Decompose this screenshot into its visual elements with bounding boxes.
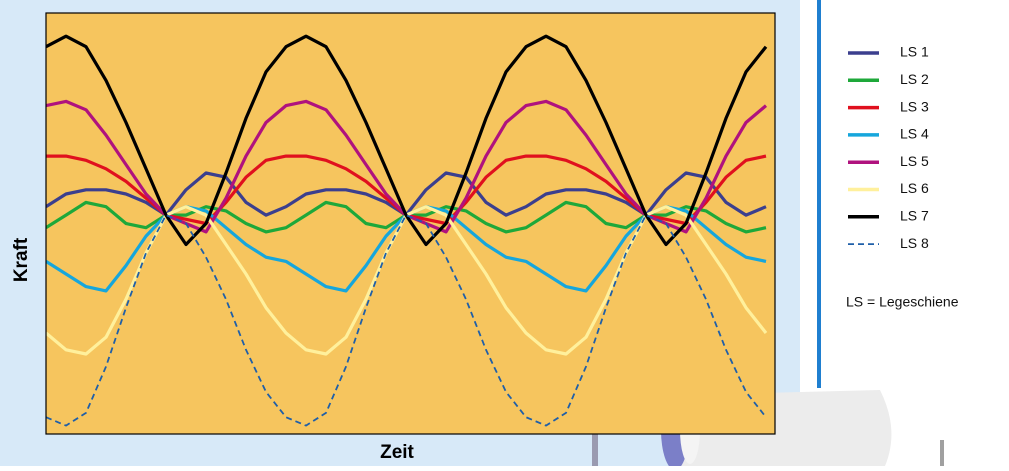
legend-label: LS 6 bbox=[900, 180, 929, 196]
legend-label: LS 5 bbox=[900, 153, 929, 169]
legend-label: LS 4 bbox=[900, 126, 929, 142]
plot-area bbox=[46, 13, 775, 434]
chart: Zeit Kraft LS = Legeschiene LS 1 LS 2 LS 3… bbox=[0, 0, 1009, 466]
legend-label: LS 2 bbox=[900, 71, 929, 87]
legend-label: LS 8 bbox=[900, 235, 929, 251]
legend-label: LS 3 bbox=[900, 98, 929, 114]
legend-note: LS = Legeschiene bbox=[846, 294, 959, 310]
divider bbox=[817, 0, 821, 388]
legend-label: LS 1 bbox=[900, 44, 929, 60]
y-axis-label: Kraft bbox=[11, 237, 32, 282]
legend-label: LS 7 bbox=[900, 208, 929, 224]
x-axis-label: Zeit bbox=[380, 442, 414, 463]
